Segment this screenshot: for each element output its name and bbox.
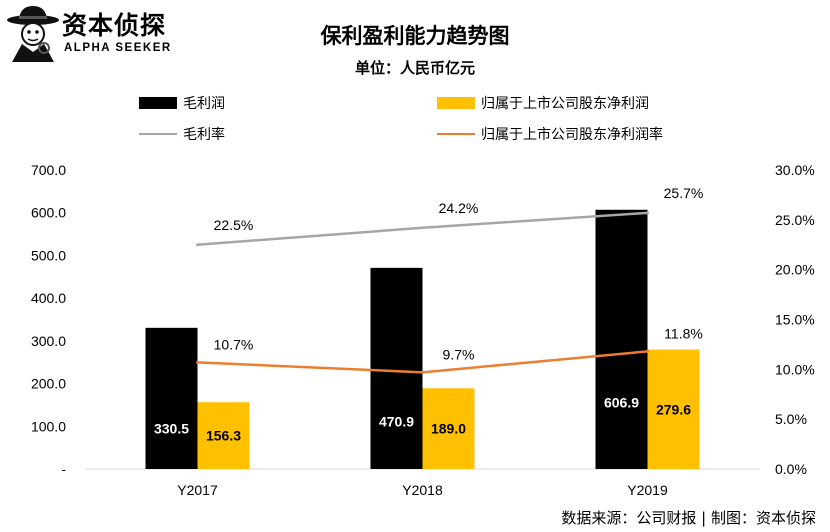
data-label-gross-profit: 606.9	[604, 394, 639, 410]
y-left-tick-label: 400.0	[31, 290, 66, 306]
legend-label-gross-margin: 毛利率	[183, 127, 225, 143]
data-label-net-profit: 189.0	[431, 421, 466, 437]
net-margin-point	[646, 349, 649, 353]
gross-margin-data-label: 22.5%	[214, 217, 254, 233]
chart-title: 保利盈利能力趋势图	[320, 23, 510, 48]
bar-net-profit	[197, 402, 250, 469]
y-right-tick-label: 5.0%	[775, 411, 807, 427]
net-margin-data-label: 9.7%	[443, 346, 475, 362]
legend-swatch-net-margin	[437, 133, 475, 135]
data-label-gross-profit: 470.9	[379, 414, 414, 430]
x-tick-label: Y2018	[402, 482, 443, 498]
legend-item-net-margin: 归属于上市公司股东净利润率	[437, 124, 663, 144]
legend-item-net-profit: 归属于上市公司股东净利润	[437, 93, 649, 113]
net-margin-point	[196, 360, 199, 364]
logo-text-en: ALPHA SEEKER	[64, 42, 172, 54]
y-right-tick-label: 10.0%	[775, 361, 815, 377]
y-right-tick-label: 15.0%	[775, 312, 815, 328]
gross-margin-point	[646, 211, 649, 215]
bar-gross-profit	[595, 209, 648, 469]
bar-net-profit	[422, 388, 475, 469]
gross-margin-point	[421, 226, 424, 230]
y-left-tick-label: 500.0	[31, 247, 66, 263]
y-left-tick-label: 600.0	[31, 205, 66, 221]
net-margin-data-label: 10.7%	[214, 336, 254, 352]
gross-margin-data-label: 25.7%	[664, 185, 704, 201]
data-label-net-profit: 156.3	[206, 428, 241, 444]
bar-net-profit	[647, 349, 700, 469]
legend-swatch-gross-profit	[139, 97, 177, 109]
legend-swatch-gross-margin	[139, 133, 177, 135]
data-label-net-profit: 279.6	[656, 401, 691, 417]
chart-subtitle: 单位：人民币亿元	[354, 59, 475, 77]
y-left-tick-label: -	[61, 461, 66, 477]
logo: 资本侦探 ALPHA SEEKER	[6, 4, 186, 62]
net-margin-data-label: 11.8%	[664, 325, 703, 341]
legend-label-net-margin: 归属于上市公司股东净利润率	[481, 127, 663, 143]
y-right-tick-label: 30.0%	[775, 162, 815, 178]
y-left-tick-label: 300.0	[31, 333, 66, 349]
legend-item-gross-profit: 毛利润	[139, 93, 225, 113]
legend-item-gross-margin: 毛利率	[139, 124, 225, 144]
y-right-tick-label: 20.0%	[775, 262, 815, 278]
bar-gross-profit	[370, 267, 423, 469]
y-left-tick-label: 700.0	[31, 162, 66, 178]
y-right-tick-label: 25.0%	[775, 212, 815, 228]
y-right-tick-label: 0.0%	[775, 461, 807, 477]
detective-logo-icon	[7, 6, 59, 62]
source-note: 数据来源：公司财报 | 制图：资本侦探	[561, 509, 816, 527]
x-tick-label: Y2017	[177, 482, 218, 498]
legend-swatch-net-profit	[437, 97, 475, 109]
logo-text-cn: 资本侦探	[62, 11, 167, 40]
x-tick-label: Y2019	[627, 482, 668, 498]
data-label-gross-profit: 330.5	[154, 421, 189, 437]
gross-margin-data-label: 24.2%	[439, 200, 479, 216]
gross-margin-point	[196, 243, 199, 247]
bar-gross-profit	[145, 327, 198, 469]
net-margin-point	[421, 370, 424, 374]
y-left-tick-label: 200.0	[31, 376, 66, 392]
y-left-tick-label: 100.0	[31, 418, 66, 434]
legend-label-net-profit: 归属于上市公司股东净利润	[481, 96, 649, 112]
legend-label-gross-profit: 毛利润	[183, 96, 225, 112]
